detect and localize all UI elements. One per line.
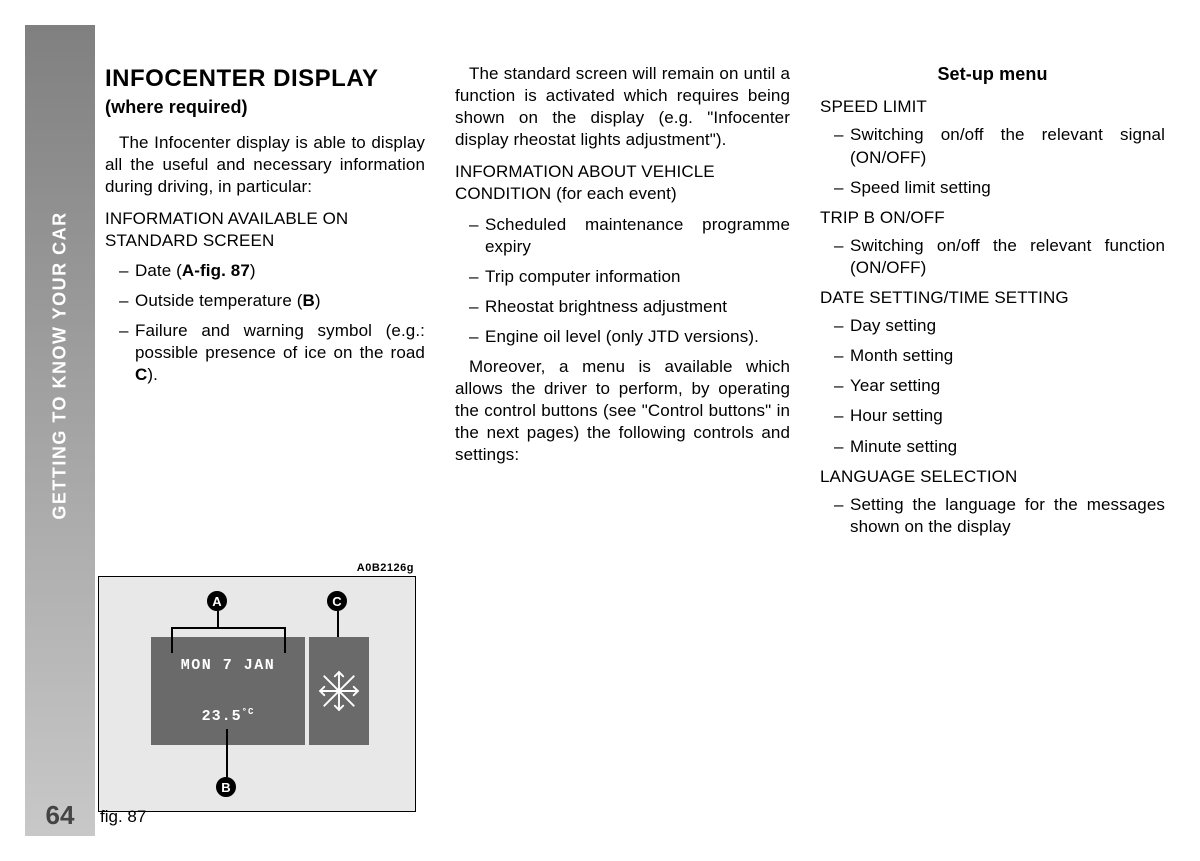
menu-label: LANGUAGE SELECTION bbox=[820, 466, 1165, 488]
section-label: INFORMATION ABOUT VEHICLE CONDITION (for… bbox=[455, 161, 790, 205]
sub-heading: (where required) bbox=[105, 96, 425, 119]
temp-unit: °C bbox=[242, 707, 255, 717]
list-item: Failure and warning symbol (e.g.: possib… bbox=[105, 320, 425, 386]
lead-line bbox=[217, 611, 219, 627]
lead-line bbox=[226, 729, 228, 777]
page-number: 64 bbox=[25, 800, 95, 831]
bold-ref: B bbox=[302, 291, 314, 310]
list-item: Setting the language for the messages sh… bbox=[820, 494, 1165, 538]
list-item: Hour setting bbox=[820, 405, 1165, 427]
text: Failure and warning symbol (e.g.: possib… bbox=[135, 321, 425, 362]
paragraph: Moreover, a menu is available which allo… bbox=[455, 356, 790, 466]
display-main-panel: MON 7 JAN 23.5°C bbox=[151, 637, 305, 745]
section-tab: GETTING TO KNOW YOUR CAR bbox=[25, 25, 95, 836]
menu-label: SPEED LIMIT bbox=[820, 96, 1165, 118]
page-content: INFOCENTER DISPLAY (where required) The … bbox=[105, 63, 1170, 546]
display-temperature: 23.5°C bbox=[151, 707, 305, 725]
list-item: Rheostat brightness adjustment bbox=[455, 296, 790, 318]
lead-line bbox=[171, 627, 173, 653]
main-heading: INFOCENTER DISPLAY bbox=[105, 63, 425, 94]
figure-code: A0B2126g bbox=[98, 562, 416, 574]
list-item: Day setting bbox=[820, 315, 1165, 337]
text: ). bbox=[147, 365, 158, 384]
text: Date ( bbox=[135, 261, 182, 280]
menu-list: Day setting Month setting Year setting H… bbox=[820, 315, 1165, 457]
column-2: The standard screen will remain on until… bbox=[455, 63, 790, 546]
display-warning-panel bbox=[309, 637, 369, 745]
list-item: Engine oil level (only JTD versions). bbox=[455, 326, 790, 348]
column-3: Set-up menu SPEED LIMIT Switching on/off… bbox=[820, 63, 1165, 546]
snowflake-icon bbox=[318, 670, 360, 712]
vehicle-condition-list: Scheduled maintenance programme expiry T… bbox=[455, 214, 790, 348]
lead-line bbox=[284, 627, 286, 653]
text: ) bbox=[315, 291, 321, 310]
bold-ref: A-fig. 87 bbox=[182, 261, 250, 280]
menu-list: Switching on/off the relevant function (… bbox=[820, 235, 1165, 279]
setup-menu-heading: Set-up menu bbox=[820, 63, 1165, 86]
menu-list: Switching on/off the relevant signal (ON… bbox=[820, 124, 1165, 198]
bold-ref: C bbox=[135, 365, 147, 384]
list-item: Month setting bbox=[820, 345, 1165, 367]
list-item: Scheduled maintenance programme expiry bbox=[455, 214, 790, 258]
menu-label: DATE SETTING/TIME SETTING bbox=[820, 287, 1165, 309]
text: ) bbox=[250, 261, 256, 280]
temp-value: 23.5 bbox=[202, 708, 242, 725]
list-item: Speed limit setting bbox=[820, 177, 1165, 199]
list-item: Switching on/off the relevant signal (ON… bbox=[820, 124, 1165, 168]
list-item: Date (A-fig. 87) bbox=[105, 260, 425, 282]
list-item: Trip computer information bbox=[455, 266, 790, 288]
standard-screen-list: Date (A-fig. 87) Outside temperature (B)… bbox=[105, 260, 425, 386]
section-tab-label: GETTING TO KNOW YOUR CAR bbox=[50, 211, 71, 519]
menu-label: TRIP B ON/OFF bbox=[820, 207, 1165, 229]
section-label: INFORMATION AVAILABLE ON STANDARD SCREEN bbox=[105, 208, 425, 252]
callout-b: B bbox=[216, 777, 236, 797]
callout-a: A bbox=[207, 591, 227, 611]
list-item: Year setting bbox=[820, 375, 1165, 397]
figure-caption: fig. 87 bbox=[100, 807, 146, 827]
figure-frame: MON 7 JAN 23.5°C A B C bbox=[98, 576, 416, 812]
list-item: Minute setting bbox=[820, 436, 1165, 458]
figure-87: A0B2126g MON 7 JAN 23.5°C bbox=[98, 562, 416, 812]
text: Outside temperature ( bbox=[135, 291, 302, 310]
callout-c: C bbox=[327, 591, 347, 611]
display-date: MON 7 JAN bbox=[151, 657, 305, 674]
list-item: Outside temperature (B) bbox=[105, 290, 425, 312]
lead-line bbox=[171, 627, 285, 629]
list-item: Switching on/off the relevant function (… bbox=[820, 235, 1165, 279]
intro-paragraph: The Infocenter display is able to displa… bbox=[105, 132, 425, 198]
column-1: INFOCENTER DISPLAY (where required) The … bbox=[105, 63, 425, 546]
menu-list: Setting the language for the messages sh… bbox=[820, 494, 1165, 538]
paragraph: The standard screen will remain on until… bbox=[455, 63, 790, 151]
lead-line bbox=[337, 611, 339, 637]
